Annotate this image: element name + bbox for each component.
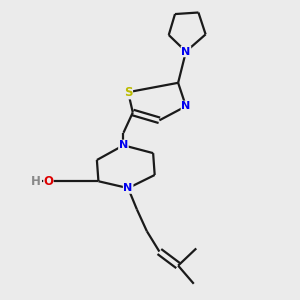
- Text: N: N: [181, 46, 190, 57]
- Text: O: O: [44, 175, 53, 188]
- Text: N: N: [119, 140, 128, 150]
- Text: N: N: [124, 183, 133, 193]
- Text: N: N: [181, 101, 190, 111]
- Text: S: S: [124, 86, 132, 99]
- Text: H: H: [31, 175, 40, 188]
